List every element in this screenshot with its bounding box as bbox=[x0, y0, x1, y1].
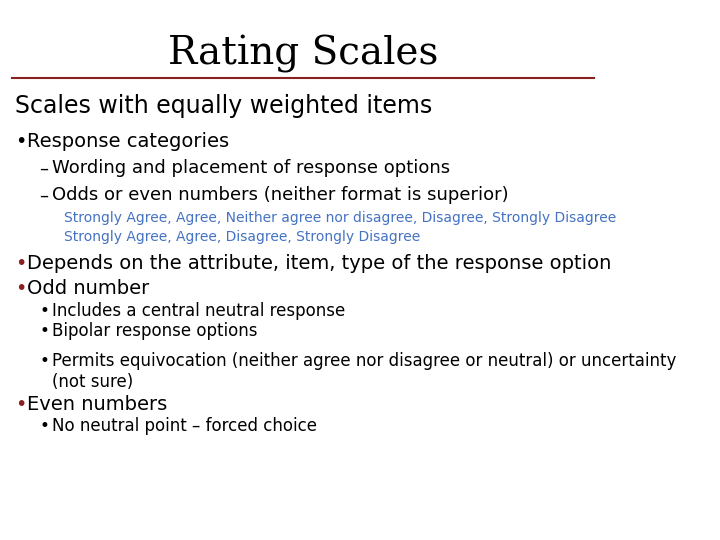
Text: Strongly Agree, Agree, Disagree, Strongly Disagree: Strongly Agree, Agree, Disagree, Strongl… bbox=[63, 230, 420, 244]
Text: •: • bbox=[15, 395, 27, 414]
Text: Odd number: Odd number bbox=[27, 279, 150, 298]
Text: –: – bbox=[40, 159, 48, 177]
Text: Bipolar response options: Bipolar response options bbox=[52, 322, 257, 340]
Text: •: • bbox=[15, 254, 27, 273]
Text: Strongly Agree, Agree, Neither agree nor disagree, Disagree, Strongly Disagree: Strongly Agree, Agree, Neither agree nor… bbox=[63, 211, 616, 225]
Text: Even numbers: Even numbers bbox=[27, 395, 168, 414]
Text: •: • bbox=[40, 352, 49, 370]
Text: •: • bbox=[15, 279, 27, 298]
Text: •: • bbox=[40, 302, 49, 320]
Text: •: • bbox=[40, 322, 49, 340]
Text: –: – bbox=[40, 186, 48, 204]
Text: Depends on the attribute, item, type of the response option: Depends on the attribute, item, type of … bbox=[27, 254, 612, 273]
Text: Wording and placement of response options: Wording and placement of response option… bbox=[52, 159, 450, 177]
Text: Permits equivocation (neither agree nor disagree or neutral) or uncertainty
(not: Permits equivocation (neither agree nor … bbox=[52, 352, 676, 391]
Text: Includes a central neutral response: Includes a central neutral response bbox=[52, 302, 345, 320]
Text: Response categories: Response categories bbox=[27, 132, 230, 151]
Text: Rating Scales: Rating Scales bbox=[168, 35, 438, 73]
Text: •: • bbox=[40, 417, 49, 435]
Text: No neutral point – forced choice: No neutral point – forced choice bbox=[52, 417, 317, 435]
Text: Scales with equally weighted items: Scales with equally weighted items bbox=[15, 94, 433, 118]
Text: Odds or even numbers (neither format is superior): Odds or even numbers (neither format is … bbox=[52, 186, 508, 204]
Text: •: • bbox=[15, 132, 27, 151]
